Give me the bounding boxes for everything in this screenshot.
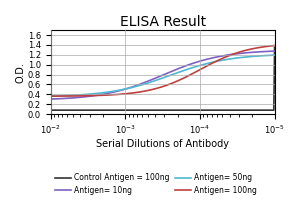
Y-axis label: O.D.: O.D. xyxy=(15,62,25,83)
Antigen= 100ng xyxy=(49,95,52,97)
Control Antigen = 100ng xyxy=(238,109,241,111)
Line: Antigen= 10ng: Antigen= 10ng xyxy=(51,51,274,99)
Antigen= 100ng xyxy=(50,95,53,97)
Control Antigen = 100ng xyxy=(273,46,276,49)
Antigen= 10ng xyxy=(182,65,186,68)
Antigen= 10ng xyxy=(50,98,53,100)
Antigen= 50ng xyxy=(182,69,186,72)
Line: Antigen= 100ng: Antigen= 100ng xyxy=(51,46,274,96)
Antigen= 10ng xyxy=(238,52,241,55)
Antigen= 50ng xyxy=(50,95,53,97)
Antigen= 10ng xyxy=(49,98,52,100)
Antigen= 100ng xyxy=(182,77,185,80)
Control Antigen = 100ng xyxy=(50,109,53,111)
Legend: Control Antigen = 100ng, Antigen= 10ng, Antigen= 50ng, Antigen= 100ng: Control Antigen = 100ng, Antigen= 10ng, … xyxy=(52,170,260,198)
Control Antigen = 100ng xyxy=(182,109,185,111)
Line: Control Antigen = 100ng: Control Antigen = 100ng xyxy=(51,47,274,110)
Antigen= 100ng xyxy=(238,51,241,53)
Antigen= 10ng xyxy=(186,64,190,66)
X-axis label: Serial Dilutions of Antibody: Serial Dilutions of Antibody xyxy=(96,139,229,149)
Line: Antigen= 50ng: Antigen= 50ng xyxy=(51,55,274,96)
Antigen= 50ng xyxy=(238,57,241,59)
Antigen= 50ng xyxy=(273,54,276,56)
Antigen= 50ng xyxy=(186,68,190,70)
Antigen= 50ng xyxy=(182,69,185,72)
Antigen= 100ng xyxy=(186,75,190,77)
Control Antigen = 100ng xyxy=(186,109,190,111)
Control Antigen = 100ng xyxy=(49,109,52,111)
Control Antigen = 100ng xyxy=(252,109,255,111)
Antigen= 100ng xyxy=(182,77,186,79)
Title: ELISA Result: ELISA Result xyxy=(120,15,206,29)
Antigen= 100ng xyxy=(273,44,276,47)
Antigen= 50ng xyxy=(252,55,255,58)
Antigen= 10ng xyxy=(182,66,185,68)
Antigen= 100ng xyxy=(252,47,255,50)
Antigen= 10ng xyxy=(252,51,255,53)
Antigen= 10ng xyxy=(273,50,276,52)
Antigen= 50ng xyxy=(49,95,52,97)
Control Antigen = 100ng xyxy=(182,109,186,111)
